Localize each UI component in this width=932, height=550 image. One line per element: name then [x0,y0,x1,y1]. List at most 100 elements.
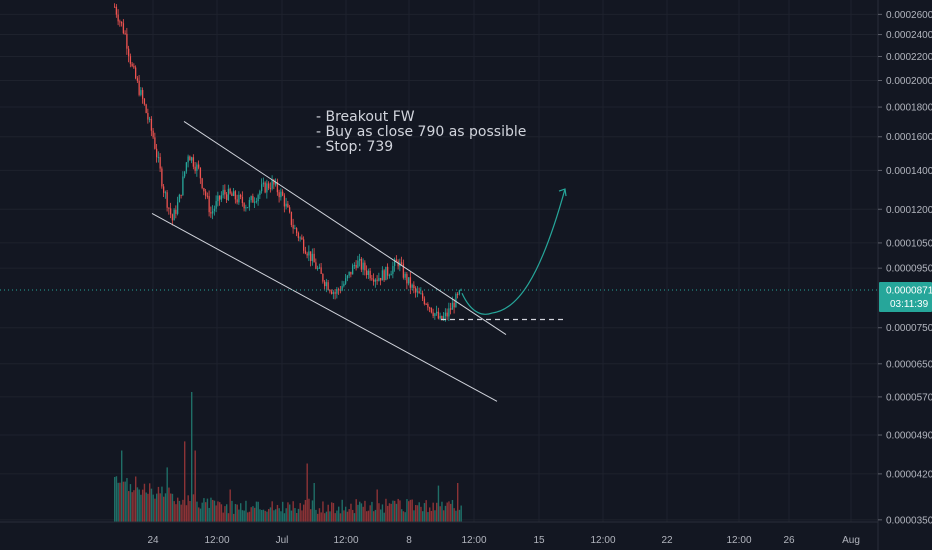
volume-bar [203,498,205,522]
lower-trendline[interactable] [151,213,498,402]
candle-body [259,191,261,196]
price-tick-label: 0.0002600 [886,10,932,21]
candle-body [455,293,457,308]
volume-bar [336,510,338,522]
annotation-text[interactable]: - Breakout FW - Buy as close 790 as poss… [316,109,526,155]
candle-body [238,194,240,203]
candle-body [178,194,181,203]
candle-body [187,156,189,163]
candle-body [152,130,154,138]
candle-body [170,208,172,215]
candle-body [401,262,403,264]
candle-body [247,207,249,209]
volume-bar [406,499,408,522]
candle-body [327,282,329,290]
volume-bar [192,494,195,522]
volume-bar [399,500,401,522]
candle-body [226,194,228,201]
volume-bar [231,500,233,522]
volume-bar [245,500,247,522]
candle-body [371,278,373,280]
price-tick-label: 0.0001800 [886,103,932,114]
time-tick-label: 12:00 [590,535,615,546]
volume-bar [380,509,382,522]
candle-body [289,207,291,212]
candle-body [315,262,317,269]
candle-body [252,196,254,203]
candle-body [150,118,153,131]
volume-bar [388,503,391,522]
price-tick-label: 0.0000950 [886,264,932,275]
candle-body [374,279,377,282]
volume-bar [451,500,454,522]
candle-body [304,250,307,254]
price-axis[interactable]: 0.0002600 0.0002400 0.0002200 0.0002000 0.00… [877,0,932,550]
candle-body [261,184,263,192]
volume-bar [436,502,438,522]
time-axis[interactable]: 24 12:00 Jul 12:00 8 12:00 15 12:00 22 12:00 26 Aug [0,521,878,546]
volume-bar [397,498,399,522]
candle-body [290,211,293,225]
candle-body [262,182,265,185]
volume-bar [224,506,226,522]
candle-body [460,289,462,291]
upper-trendline[interactable] [183,121,507,335]
volume-bar [346,511,349,522]
volume-bar [166,467,168,522]
candle-body [142,90,144,99]
time-tick-label: 24 [147,535,159,546]
candle-body [313,253,315,263]
volume-bar [324,513,326,522]
volume-bar [121,450,123,522]
volume-bar [355,499,357,522]
volume-bar [117,482,119,522]
candle-body [210,212,212,214]
candle-body [322,273,324,282]
current-price-label: 0.0000871 [886,286,932,297]
volume-bar [318,508,321,522]
projection-curve[interactable] [461,188,566,315]
volume-bar [350,503,352,522]
drawings[interactable] [151,121,567,402]
candle-body [154,137,156,149]
candle-body [245,207,247,209]
candle-body [180,194,182,196]
volume-bar [315,509,317,522]
candle-body [147,112,149,120]
candle-body [296,228,298,234]
candle-body [430,307,433,313]
candle-body [282,191,284,196]
candle-body [338,289,340,291]
volume-bar [266,511,268,522]
volume-bar [311,500,314,522]
candle-body [196,164,198,171]
candle-body [422,293,424,299]
volume-bar [409,499,412,522]
volume-bar [439,506,441,522]
candle-body [353,264,356,266]
candle-body [420,293,422,295]
price-tick-labels: 0.0002600 0.0002400 0.0002200 0.0002000 0.00… [878,10,932,526]
candle-body [310,251,312,261]
volume-bar [140,494,142,522]
candle-body [357,260,359,268]
price-tick-label: 0.0001200 [886,205,932,216]
candle-body [448,308,450,317]
volume-bar [427,512,429,522]
price-tick-label: 0.0001050 [886,238,932,249]
volume-bar [322,501,324,522]
time-tick-label: 12:00 [204,535,229,546]
volume-bar [159,493,161,522]
candle-body [436,311,438,314]
volume-bar [219,502,221,522]
candle-body [325,282,328,287]
volume-bar [376,489,378,522]
candle-body [205,191,207,196]
candle-body [385,266,387,281]
volume-bar [432,502,434,522]
volume-bar [280,511,282,522]
candle-body [117,14,119,22]
candle-body [373,279,375,282]
